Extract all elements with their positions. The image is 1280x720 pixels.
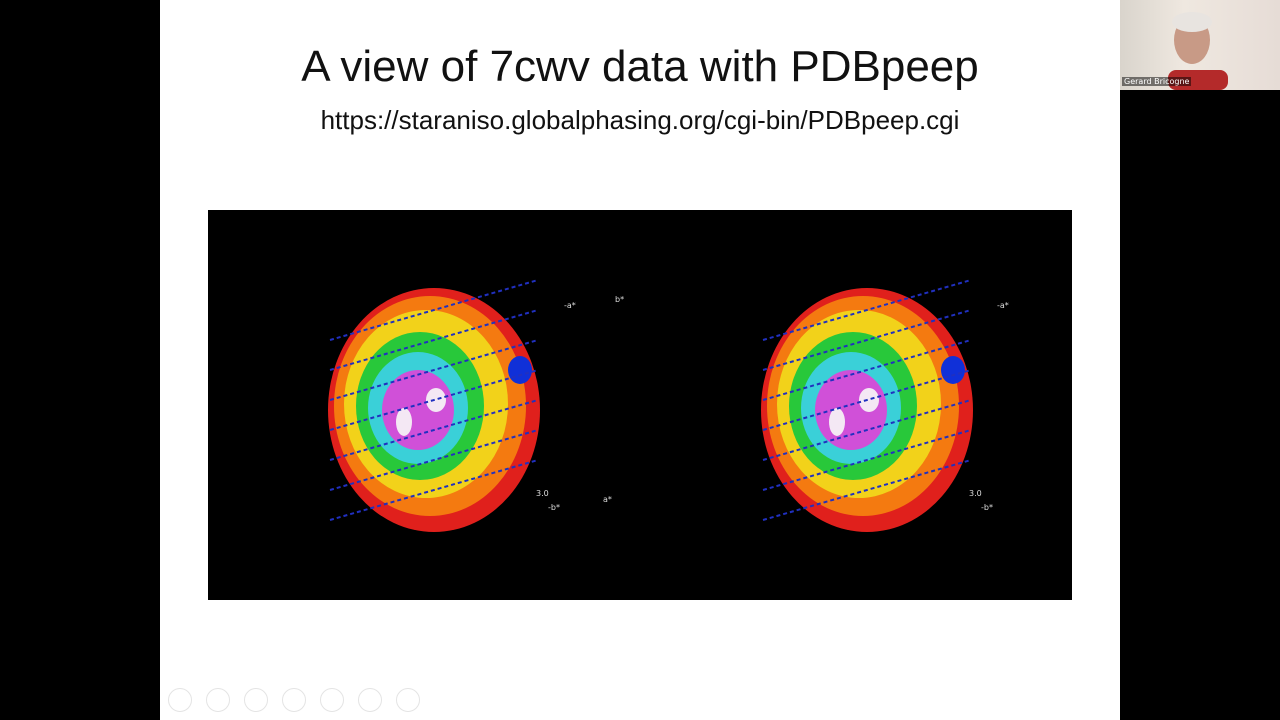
sphere-axis-label: 3.0 [536,489,549,498]
next-button[interactable] [206,688,230,712]
sphere-white [859,388,879,412]
sphere-white [396,408,412,436]
sphere-blue-spot [508,356,532,384]
zoom-button[interactable] [320,688,344,712]
sphere-band [762,339,972,401]
sphere-band [329,279,539,341]
slides-button[interactable] [282,688,306,712]
sphere-band [329,459,539,521]
sphere-axis-label: 3.0 [969,489,982,498]
prev-button[interactable] [168,688,192,712]
sphere-axis-label: -a* [997,301,1009,310]
sphere-axis-label: -b* [548,503,560,512]
sphere-blue-spot [941,356,965,384]
sphere-white [829,408,845,436]
sphere-band [762,369,972,431]
sphere-axis-label: b* [615,295,624,304]
sphere-band [762,309,972,371]
slide-toolbar [168,688,420,712]
sphere-axis-label: -b* [981,503,993,512]
sphere-axis-label: -a* [564,301,576,310]
subtitles-button[interactable] [358,688,382,712]
more-button[interactable] [396,688,420,712]
sphere-band [329,339,539,401]
participant-name: Gerard Bricogne [1122,77,1192,86]
participant-video: Gerard Bricogne [1120,0,1280,90]
sphere-band [762,399,972,461]
sphere-band [762,459,972,521]
sphere-band [329,429,539,491]
slide: A view of 7cwv data with PDBpeep https:/… [160,0,1120,720]
sphere-band [762,279,972,341]
sphere-axis-label: a* [603,495,612,504]
sphere-white [426,388,446,412]
pdbpeep-image: b*-a*a*-b*3.0b*-a*a*-b*3.0 [208,210,1072,600]
sphere-band [329,399,539,461]
sphere-band [329,309,539,371]
slide-url: https://staraniso.globalphasing.org/cgi-… [320,105,960,135]
slide-title: A view of 7cwv data with PDBpeep [301,42,979,91]
sphere-band [329,369,539,431]
sphere-band [762,429,972,491]
pen-button[interactable] [244,688,268,712]
